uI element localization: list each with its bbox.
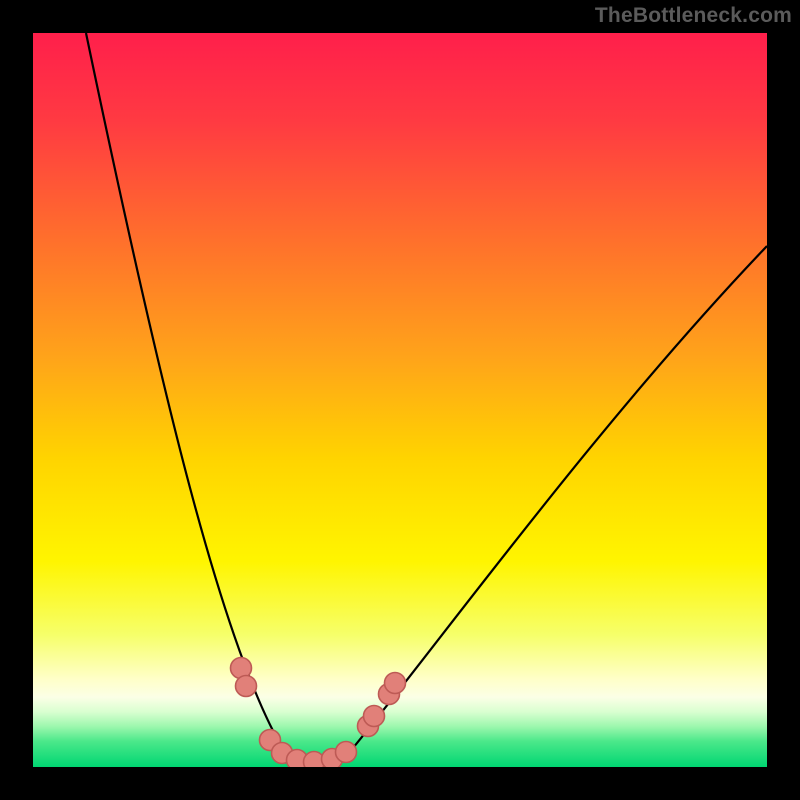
data-marker [236, 676, 257, 697]
data-marker [364, 706, 385, 727]
bottleneck-curve [86, 33, 767, 765]
plot-area [33, 33, 767, 767]
watermark-text: TheBottleneck.com [595, 4, 792, 28]
data-marker [385, 673, 406, 694]
curve-layer [33, 33, 767, 767]
chart-frame: TheBottleneck.com [0, 0, 800, 800]
data-marker [336, 742, 357, 763]
